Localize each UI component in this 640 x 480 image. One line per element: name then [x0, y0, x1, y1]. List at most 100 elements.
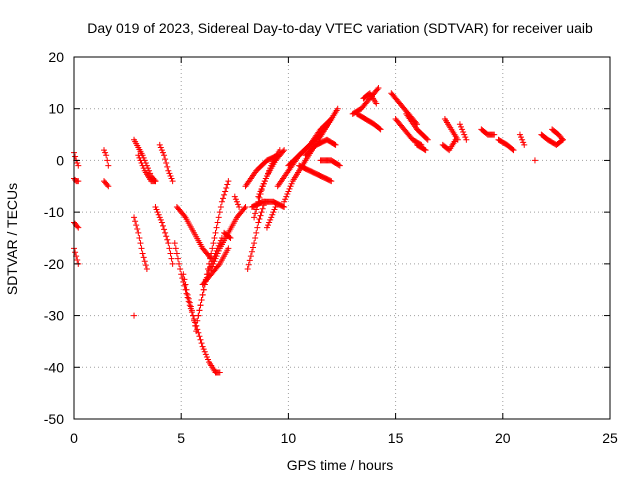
data-point — [72, 249, 79, 256]
data-point — [199, 291, 206, 298]
data-point — [327, 177, 334, 184]
data-point — [284, 191, 291, 198]
data-point — [161, 152, 168, 159]
data-point — [288, 180, 295, 187]
data-point — [139, 250, 146, 257]
data-point — [282, 196, 289, 203]
data-point — [103, 152, 110, 159]
series-arc-43 — [456, 121, 470, 143]
data-point — [213, 224, 220, 231]
data-point — [259, 183, 266, 190]
data-point — [186, 299, 193, 306]
data-point — [212, 255, 219, 262]
data-point — [248, 248, 255, 255]
data-point — [201, 348, 208, 355]
data-point — [424, 136, 431, 143]
data-point — [202, 351, 209, 358]
series-arc-35 — [354, 110, 384, 133]
y-tick-label: -40 — [44, 359, 64, 375]
series-arc-39 — [403, 110, 431, 143]
data-point — [105, 183, 112, 190]
series-arc-14 — [173, 203, 215, 262]
data-point — [195, 312, 202, 319]
data-point — [261, 178, 268, 185]
data-point — [217, 203, 224, 210]
data-point — [133, 222, 140, 229]
data-point — [139, 162, 146, 169]
data-point — [461, 131, 468, 138]
data-point — [491, 131, 498, 138]
data-point — [177, 266, 184, 273]
data-point — [250, 244, 257, 251]
x-axis-label: GPS time / hours — [287, 457, 394, 473]
series-arc-19 — [199, 245, 232, 288]
data-point — [136, 154, 143, 161]
series-arc-20 — [221, 229, 234, 241]
data-point — [159, 222, 166, 229]
data-point — [198, 340, 205, 347]
data-point — [206, 260, 213, 267]
data-point — [225, 245, 232, 252]
data-point — [137, 240, 144, 247]
data-point — [169, 260, 176, 267]
data-point — [509, 146, 516, 153]
data-point — [75, 162, 82, 169]
data-point — [167, 250, 174, 257]
data-point — [252, 235, 259, 241]
data-point — [135, 229, 142, 236]
data-point — [164, 236, 171, 243]
data-point — [200, 346, 207, 353]
data-point — [142, 262, 149, 269]
series-arc-10 — [135, 152, 159, 185]
data-point — [245, 261, 252, 268]
data-point — [159, 149, 166, 156]
data-point — [162, 229, 169, 236]
series-arc-06 — [101, 178, 112, 190]
data-point — [254, 224, 261, 231]
data-point — [209, 263, 216, 270]
data-point — [152, 178, 159, 185]
data-point — [216, 369, 223, 376]
series-arc-23 — [244, 198, 268, 273]
data-point — [260, 180, 267, 187]
x-tick-label: 20 — [495, 430, 511, 446]
data-point — [197, 336, 204, 343]
data-point — [253, 229, 260, 236]
data-point — [256, 216, 263, 223]
data-points — [71, 85, 566, 376]
data-point — [258, 209, 265, 216]
data-point — [161, 226, 168, 233]
data-point — [463, 136, 470, 143]
y-tick-label: 0 — [56, 152, 64, 168]
data-point — [224, 181, 231, 188]
data-point — [205, 266, 211, 273]
x-tick-label: 15 — [388, 430, 404, 446]
x-tick-label: 5 — [177, 430, 185, 446]
data-point — [134, 225, 141, 232]
data-point — [421, 146, 428, 153]
series-arc-26 — [248, 198, 288, 210]
data-point — [210, 240, 217, 247]
data-point — [158, 219, 165, 226]
data-point — [157, 144, 164, 151]
data-point — [208, 250, 215, 257]
data-point — [152, 203, 159, 210]
data-point — [373, 100, 380, 107]
data-point — [174, 255, 181, 262]
data-point — [132, 218, 139, 225]
data-point — [256, 191, 263, 198]
data-point — [246, 257, 253, 264]
data-point — [221, 191, 228, 198]
data-point — [452, 136, 459, 143]
data-point — [104, 157, 111, 164]
y-tick-label: -50 — [44, 411, 64, 427]
data-point — [423, 135, 430, 142]
data-point — [137, 157, 144, 164]
series-arc-49 — [549, 126, 566, 143]
data-point — [226, 234, 233, 241]
data-point — [189, 312, 196, 319]
data-point — [218, 198, 225, 205]
data-point — [168, 255, 175, 262]
data-point — [267, 216, 274, 223]
